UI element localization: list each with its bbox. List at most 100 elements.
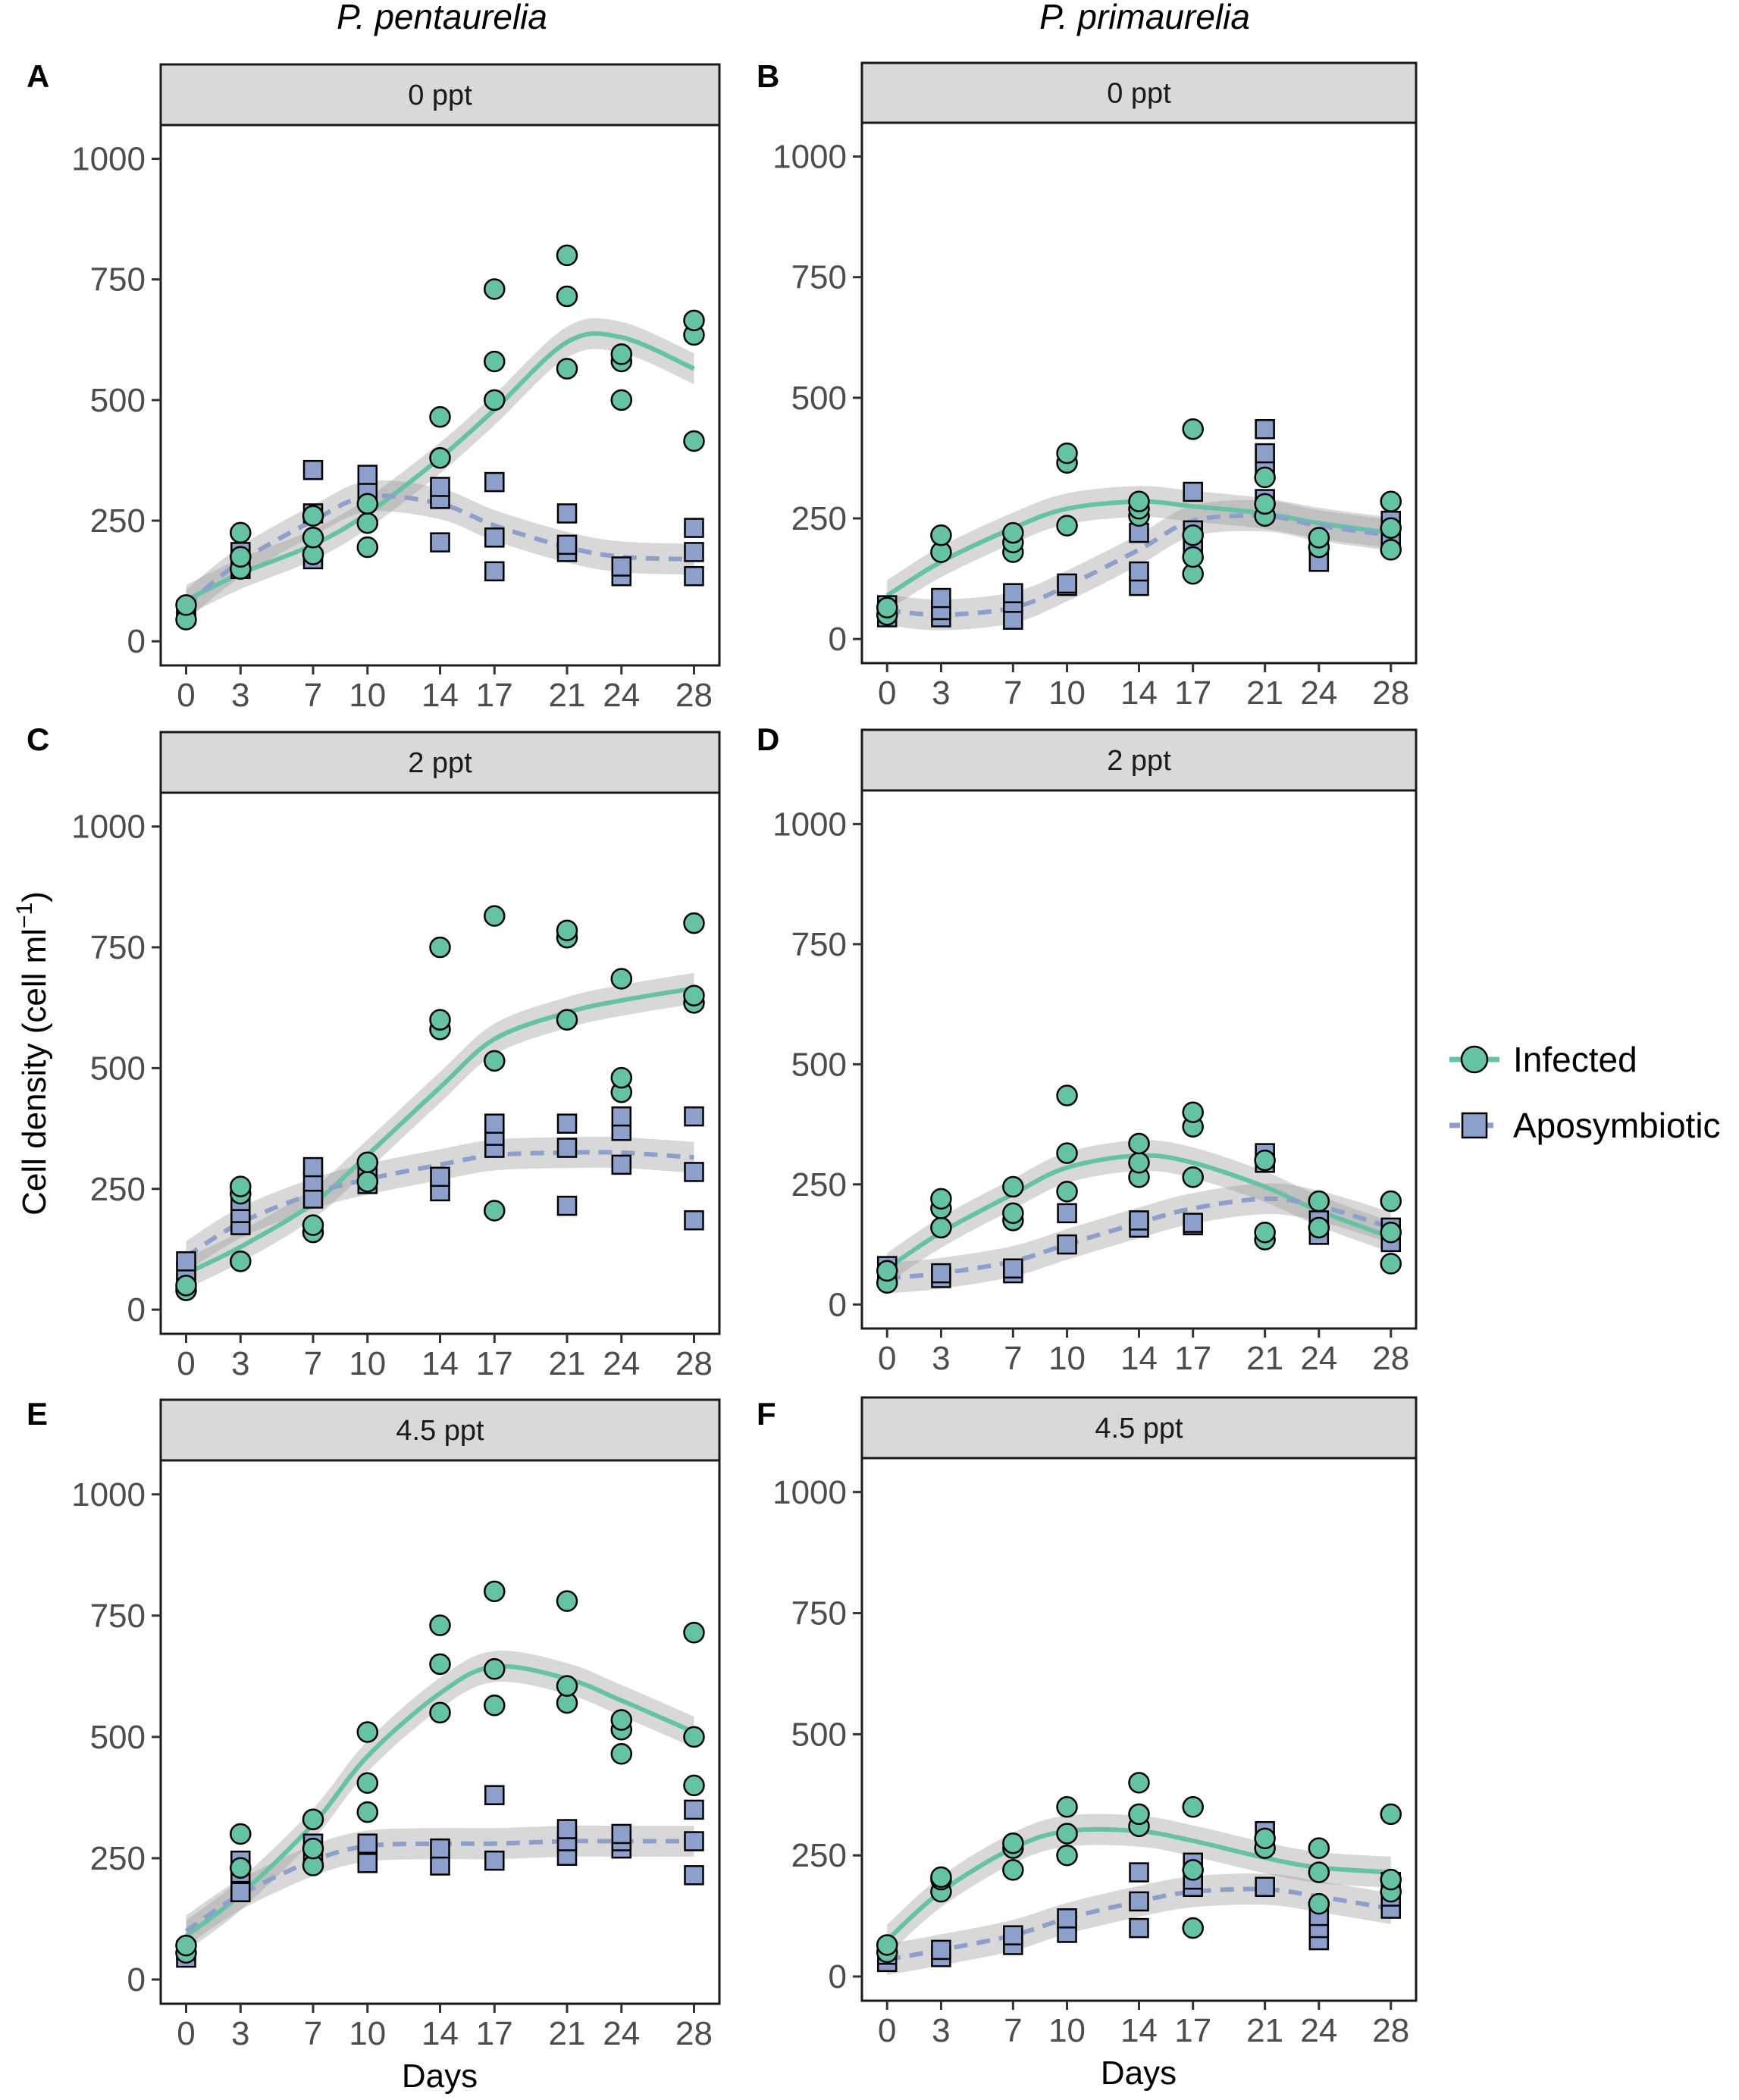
point-infected-C-1	[175, 1275, 197, 1297]
point-infected-D-13	[1128, 1132, 1150, 1155]
point-aposymbiotic-C-2	[176, 1251, 196, 1272]
point-infected-C-11	[429, 936, 451, 959]
point-aposymbiotic-A-12	[430, 477, 450, 497]
point-infected-F-10	[1056, 1796, 1078, 1818]
point-aposymbiotic-B-15	[1183, 481, 1203, 502]
point-aposymbiotic-F-10	[1129, 1862, 1149, 1882]
point-infected-A-1	[175, 594, 197, 616]
point-infected-B-3	[930, 524, 952, 546]
point-infected-E-2	[230, 1857, 252, 1879]
point-infected-D-16	[1182, 1101, 1204, 1123]
point-infected-A-3	[230, 546, 252, 568]
x-tick-label-C-24: 24	[603, 1345, 640, 1382]
point-aposymbiotic-F-5	[1003, 1925, 1023, 1945]
point-aposymbiotic-B-18	[1255, 443, 1275, 464]
point-infected-A-17	[556, 285, 578, 308]
x-tick-label-A-0: 0	[177, 677, 195, 714]
y-tick-label-A-1000: 1000	[71, 141, 146, 178]
point-aposymbiotic-F-7	[1057, 1908, 1077, 1929]
point-infected-B-19	[1254, 466, 1276, 489]
point-aposymbiotic-B-11	[1129, 561, 1149, 582]
point-infected-F-15	[1182, 1859, 1204, 1881]
point-infected-E-22	[683, 1774, 705, 1797]
x-tick-label-F-24: 24	[1300, 2012, 1337, 2049]
strip-label-F: 4.5 ppt	[1095, 1413, 1183, 1444]
point-aposymbiotic-C-19	[611, 1154, 632, 1175]
y-tick-label-E-1000: 1000	[71, 1476, 146, 1513]
x-tick-label-D-24: 24	[1300, 1340, 1337, 1377]
x-tick-label-E-14: 14	[421, 2015, 459, 2052]
point-infected-F-7	[1002, 1832, 1024, 1854]
y-tick-label-D-250: 250	[791, 1166, 847, 1203]
x-tick-label-F-0: 0	[878, 2012, 896, 2049]
point-aposymbiotic-E-10	[430, 1838, 450, 1859]
point-infected-F-18	[1254, 1827, 1276, 1850]
point-infected-F-13	[1128, 1772, 1150, 1794]
point-infected-D-14	[1182, 1166, 1204, 1188]
point-infected-B-12	[1128, 490, 1150, 512]
y-tick-label-B-0: 0	[829, 621, 847, 658]
point-infected-E-23	[683, 1726, 705, 1748]
point-infected-F-23	[1380, 1868, 1402, 1891]
y-tick-label-D-750: 750	[791, 926, 847, 963]
point-infected-F-9	[1056, 1823, 1078, 1845]
x-tick-label-B-24: 24	[1300, 674, 1337, 712]
point-infected-B-24	[1380, 490, 1402, 512]
point-infected-F-5	[1002, 1859, 1024, 1881]
point-infected-A-22	[683, 430, 705, 452]
ribbon-infected-D	[887, 1140, 1391, 1284]
panel-letter-D: D	[757, 721, 779, 757]
y-tick-label-D-500: 500	[791, 1046, 847, 1083]
point-infected-A-4	[230, 521, 252, 544]
point-infected-D-23	[1380, 1221, 1402, 1244]
point-infected-A-18	[556, 244, 578, 267]
y-tick-label-B-500: 500	[791, 380, 847, 417]
point-aposymbiotic-E-2	[230, 1882, 251, 1903]
point-infected-C-7	[356, 1170, 379, 1193]
plot-area-C	[159, 791, 721, 1335]
x-tick-label-B-21: 21	[1246, 674, 1283, 712]
point-aposymbiotic-B-5	[1003, 609, 1023, 630]
y-tick-label-D-1000: 1000	[772, 806, 847, 843]
point-infected-D-22	[1380, 1253, 1402, 1275]
point-aposymbiotic-B-12	[1129, 522, 1149, 543]
point-infected-F-14	[1182, 1917, 1204, 1939]
point-aposymbiotic-A-15	[484, 471, 505, 493]
point-infected-A-21	[610, 343, 633, 365]
y-axis-title: Cell density (cell ml−1)	[12, 891, 53, 1216]
point-aposymbiotic-D-7	[1057, 1203, 1077, 1224]
point-infected-E-17	[556, 1675, 578, 1697]
point-infected-B-15	[1182, 524, 1204, 546]
point-aposymbiotic-D-3	[931, 1263, 951, 1284]
x-tick-label-F-28: 28	[1372, 2012, 1409, 2049]
point-infected-A-24	[683, 309, 705, 332]
point-aposymbiotic-B-19	[1255, 418, 1275, 440]
point-infected-D-18	[1254, 1221, 1276, 1244]
point-infected-E-3	[230, 1823, 252, 1845]
point-aposymbiotic-E-19	[684, 1865, 704, 1886]
y-tick-label-B-250: 250	[791, 500, 847, 537]
point-infected-E-24	[683, 1622, 705, 1644]
y-tick-label-E-0: 0	[127, 1961, 146, 1998]
x-tick-label-B-0: 0	[878, 674, 896, 712]
point-aposymbiotic-A-22	[684, 542, 704, 562]
y-tick-label-B-750: 750	[791, 259, 847, 296]
y-tick-label-E-750: 750	[90, 1598, 146, 1635]
point-aposymbiotic-A-14	[484, 527, 505, 548]
x-tick-label-D-17: 17	[1174, 1340, 1211, 1377]
panel-letter-E: E	[27, 1396, 48, 1432]
point-infected-B-1	[876, 596, 898, 619]
point-aposymbiotic-C-17	[556, 1138, 578, 1158]
point-infected-A-13	[484, 389, 506, 412]
point-infected-A-10	[356, 493, 379, 515]
point-aposymbiotic-E-20	[684, 1831, 704, 1851]
point-aposymbiotic-D-11	[1183, 1213, 1203, 1233]
point-aposymbiotic-F-3	[931, 1939, 951, 1961]
point-infected-E-5	[302, 1837, 324, 1860]
x-tick-label-A-3: 3	[231, 677, 249, 714]
point-infected-E-19	[610, 1743, 633, 1765]
point-infected-A-12	[429, 405, 451, 428]
